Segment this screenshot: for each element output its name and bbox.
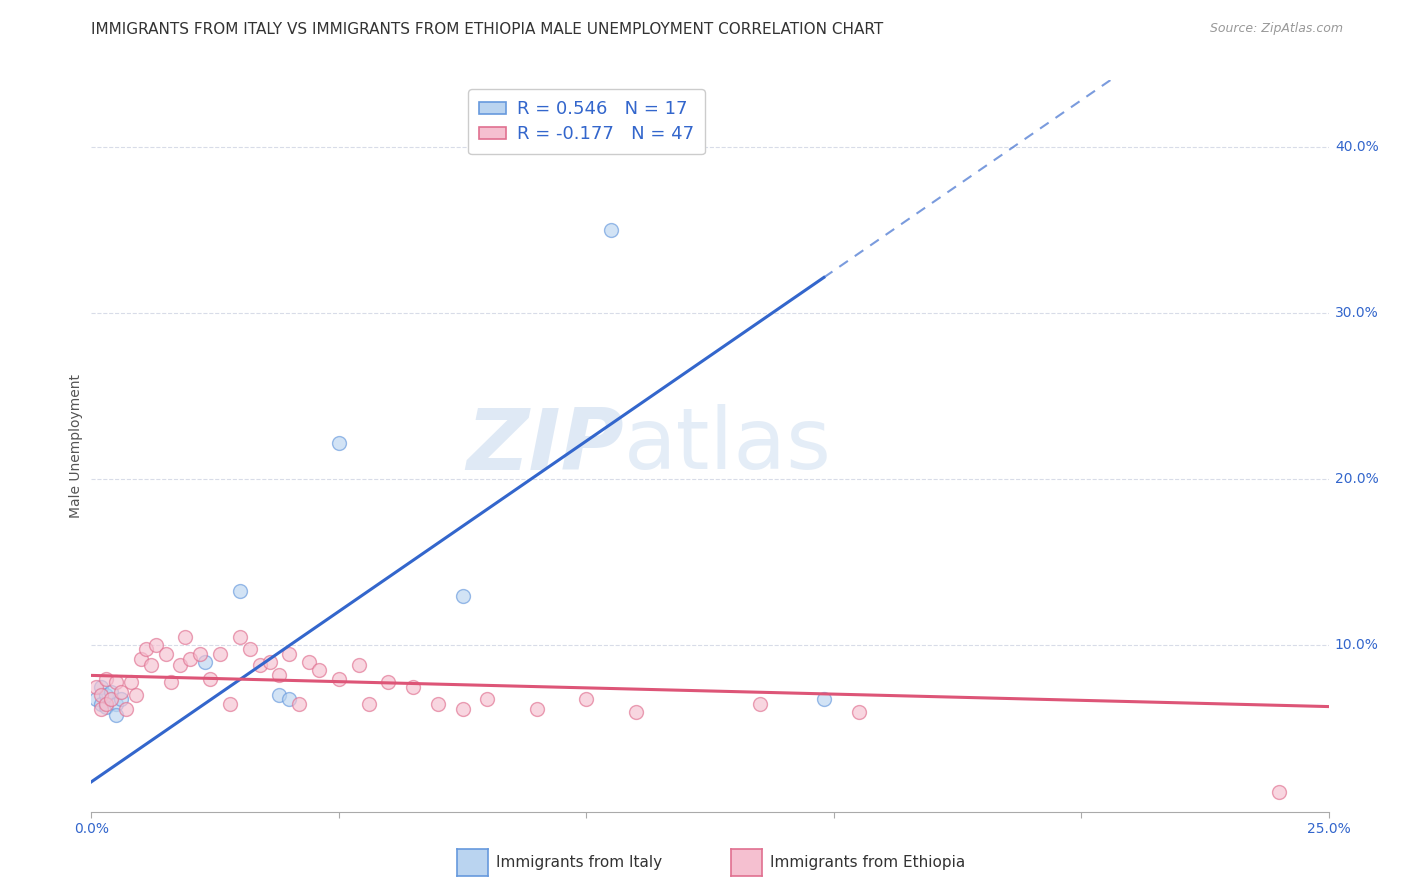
- Point: [96, 689, 118, 703]
- Point: [1268, 785, 1291, 799]
- Point: [347, 658, 370, 673]
- Point: [848, 705, 870, 719]
- Point: [194, 655, 217, 669]
- Point: [308, 664, 330, 678]
- Point: [110, 691, 132, 706]
- Point: [269, 668, 291, 682]
- Point: [624, 705, 647, 719]
- Text: Source: ZipAtlas.com: Source: ZipAtlas.com: [1209, 22, 1343, 36]
- Point: [105, 708, 128, 723]
- Text: 40.0%: 40.0%: [1334, 140, 1379, 153]
- Point: [115, 701, 138, 715]
- Point: [86, 680, 108, 694]
- Point: [145, 639, 167, 653]
- Text: atlas: atlas: [623, 404, 831, 488]
- Point: [269, 689, 291, 703]
- Point: [100, 691, 122, 706]
- Point: [120, 675, 142, 690]
- Point: [129, 652, 152, 666]
- Point: [813, 691, 835, 706]
- Point: [278, 691, 301, 706]
- Point: [90, 697, 112, 711]
- Point: [135, 641, 157, 656]
- Point: [139, 658, 162, 673]
- Point: [357, 697, 380, 711]
- Text: Immigrants from Italy: Immigrants from Italy: [496, 855, 662, 870]
- Point: [96, 700, 118, 714]
- Point: [96, 697, 118, 711]
- Point: [288, 697, 311, 711]
- Point: [90, 701, 112, 715]
- Point: [105, 675, 128, 690]
- Point: [198, 672, 221, 686]
- Point: [90, 680, 112, 694]
- Text: 30.0%: 30.0%: [1334, 306, 1379, 320]
- Point: [249, 658, 271, 673]
- Point: [748, 697, 770, 711]
- Point: [209, 647, 232, 661]
- Point: [426, 697, 449, 711]
- Point: [526, 701, 548, 715]
- Point: [96, 672, 118, 686]
- Text: IMMIGRANTS FROM ITALY VS IMMIGRANTS FROM ETHIOPIA MALE UNEMPLOYMENT CORRELATION : IMMIGRANTS FROM ITALY VS IMMIGRANTS FROM…: [91, 22, 883, 37]
- Point: [110, 685, 132, 699]
- Point: [229, 630, 252, 644]
- Text: 20.0%: 20.0%: [1334, 472, 1379, 486]
- Point: [229, 583, 252, 598]
- Point: [159, 675, 181, 690]
- Point: [169, 658, 191, 673]
- Point: [377, 675, 399, 690]
- Point: [451, 589, 474, 603]
- Text: ZIP: ZIP: [465, 404, 623, 488]
- Legend: R = 0.546   N = 17, R = -0.177   N = 47: R = 0.546 N = 17, R = -0.177 N = 47: [468, 89, 704, 154]
- Point: [600, 223, 623, 237]
- Point: [219, 697, 242, 711]
- Point: [155, 647, 177, 661]
- Y-axis label: Male Unemployment: Male Unemployment: [69, 374, 83, 518]
- Point: [105, 697, 128, 711]
- Point: [402, 680, 425, 694]
- Point: [174, 630, 197, 644]
- Point: [239, 641, 262, 656]
- Point: [328, 435, 350, 450]
- Point: [86, 691, 108, 706]
- Point: [477, 691, 499, 706]
- Text: 10.0%: 10.0%: [1334, 639, 1379, 652]
- Point: [90, 689, 112, 703]
- Point: [278, 647, 301, 661]
- Point: [188, 647, 211, 661]
- Point: [179, 652, 201, 666]
- Text: Immigrants from Ethiopia: Immigrants from Ethiopia: [770, 855, 966, 870]
- Point: [328, 672, 350, 686]
- Point: [575, 691, 598, 706]
- Point: [100, 685, 122, 699]
- Point: [451, 701, 474, 715]
- Point: [298, 655, 321, 669]
- Point: [125, 689, 148, 703]
- Point: [259, 655, 281, 669]
